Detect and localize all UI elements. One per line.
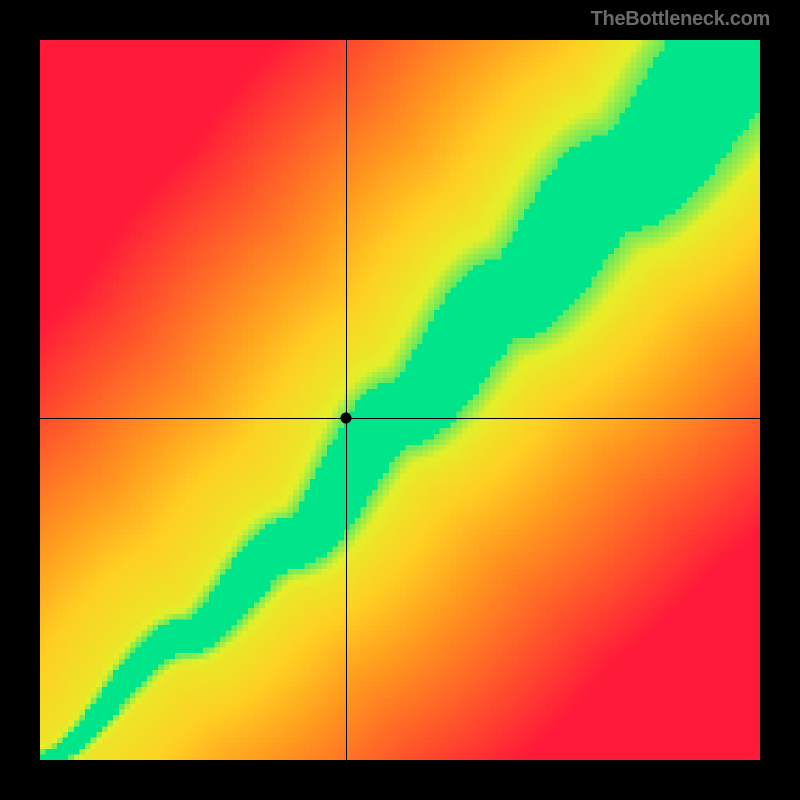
crosshair-vertical — [346, 40, 347, 760]
heatmap-canvas — [40, 40, 760, 760]
heatmap-plot — [40, 40, 760, 760]
watermark-text: TheBottleneck.com — [591, 8, 770, 31]
crosshair-horizontal — [40, 418, 760, 419]
marker-point — [341, 413, 352, 424]
